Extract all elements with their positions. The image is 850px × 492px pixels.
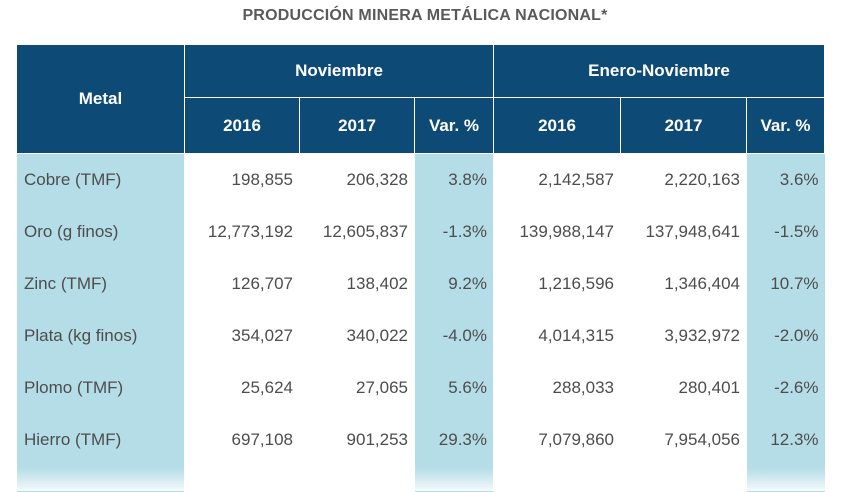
- value-cell: 280,401: [621, 362, 747, 414]
- value-cell: 25,624: [185, 362, 300, 414]
- value-cell: 198,855: [185, 154, 300, 207]
- variation-cell: 10.7%: [747, 258, 825, 310]
- metal-name-cell: Zinc (TMF): [17, 258, 185, 310]
- value-cell: 340,022: [300, 310, 415, 362]
- value-cell: 12,773,192: [185, 206, 300, 258]
- table-row: Zinc (TMF) 126,707 138,402 9.2% 1,216,59…: [17, 258, 825, 310]
- value-cell: 7,954,056: [621, 414, 747, 466]
- value-cell: 27,065: [300, 362, 415, 414]
- table-row: Cobre (TMF) 198,855 206,328 3.8% 2,142,5…: [17, 154, 825, 207]
- variation-cell: -4.0%: [415, 310, 494, 362]
- metal-name-cell: Plomo (TMF): [17, 362, 185, 414]
- value-cell: 4,014,315: [494, 310, 621, 362]
- production-table: Metal Noviembre Enero-Noviembre 2016 201…: [16, 44, 825, 492]
- value-cell: 126,707: [185, 258, 300, 310]
- variation-cell: 3.6%: [747, 154, 825, 207]
- variation-cell: 12.3%: [747, 414, 825, 466]
- header-metal: Metal: [17, 45, 185, 154]
- variation-cell: -1.5%: [747, 206, 825, 258]
- table-body: Cobre (TMF) 198,855 206,328 3.8% 2,142,5…: [17, 154, 825, 492]
- header-group-noviembre: Noviembre: [185, 45, 494, 98]
- header-group-enero-noviembre: Enero-Noviembre: [494, 45, 825, 98]
- metal-name-cell: Hierro (TMF): [17, 414, 185, 466]
- table-row: Hierro (TMF) 697,108 901,253 29.3% 7,079…: [17, 414, 825, 466]
- header-col-2016-ene-nov: 2016: [494, 98, 621, 154]
- value-cell: 2,220,163: [621, 154, 747, 207]
- metal-name-cell: Plata (kg finos): [17, 310, 185, 362]
- metal-name-cell: Cobre (TMF): [17, 154, 185, 207]
- variation-cell: -1.3%: [415, 206, 494, 258]
- value-cell: 901,253: [300, 414, 415, 466]
- value-cell: 7,079,860: [494, 414, 621, 466]
- variation-cell: 9.2%: [415, 258, 494, 310]
- header-col-2016-nov: 2016: [185, 98, 300, 154]
- table-row: Oro (g finos) 12,773,192 12,605,837 -1.3…: [17, 206, 825, 258]
- value-cell: 139,988,147: [494, 206, 621, 258]
- value-cell: 3,932,972: [621, 310, 747, 362]
- header-col-2017-ene-nov: 2017: [621, 98, 747, 154]
- value-cell: 206,328: [300, 154, 415, 207]
- value-cell: 288,033: [494, 362, 621, 414]
- value-cell: 137,948,641: [621, 206, 747, 258]
- value-cell: 12,605,837: [300, 206, 415, 258]
- variation-cell: -2.6%: [747, 362, 825, 414]
- header-col-var-ene-nov: Var. %: [747, 98, 825, 154]
- variation-cell: 3.8%: [415, 154, 494, 207]
- metal-name-cell: Oro (g finos): [17, 206, 185, 258]
- variation-cell: 29.3%: [415, 414, 494, 466]
- header-col-2017-nov: 2017: [300, 98, 415, 154]
- header-col-var-nov: Var. %: [415, 98, 494, 154]
- value-cell: 2,142,587: [494, 154, 621, 207]
- value-cell: 1,216,596: [494, 258, 621, 310]
- table-header: Metal Noviembre Enero-Noviembre 2016 201…: [17, 45, 825, 154]
- bottom-fade: [0, 468, 850, 491]
- variation-cell: -2.0%: [747, 310, 825, 362]
- variation-cell: 5.6%: [415, 362, 494, 414]
- value-cell: 354,027: [185, 310, 300, 362]
- value-cell: 1,346,404: [621, 258, 747, 310]
- table-row: Plata (kg finos) 354,027 340,022 -4.0% 4…: [17, 310, 825, 362]
- value-cell: 138,402: [300, 258, 415, 310]
- table-title: PRODUCCIÓN MINERA METÁLICA NACIONAL*: [0, 7, 850, 25]
- table-row: Plomo (TMF) 25,624 27,065 5.6% 288,033 2…: [17, 362, 825, 414]
- value-cell: 697,108: [185, 414, 300, 466]
